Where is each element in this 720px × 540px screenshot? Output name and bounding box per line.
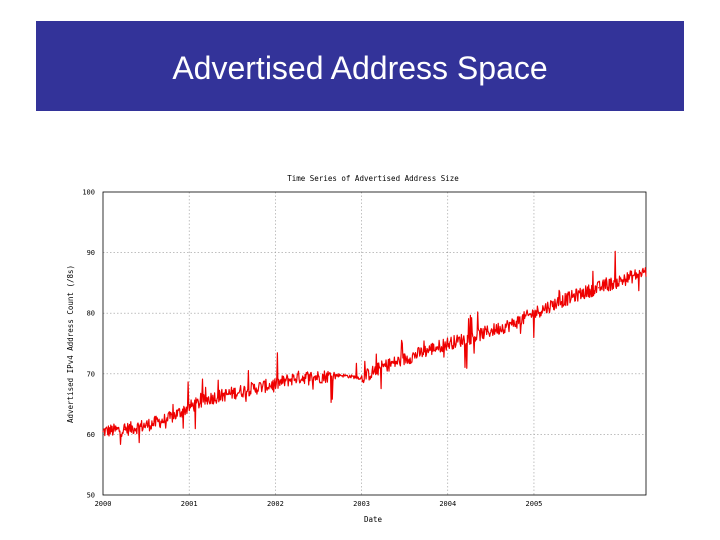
x-tick-label: 2004 bbox=[439, 500, 456, 508]
chart-grid bbox=[103, 192, 646, 495]
y-tick-label: 100 bbox=[82, 189, 95, 197]
series-group bbox=[102, 250, 647, 445]
x-tick-label: 2002 bbox=[267, 500, 284, 508]
y-tick-label: 80 bbox=[87, 310, 95, 318]
series-point bbox=[253, 387, 255, 389]
y-tick-label: 50 bbox=[87, 492, 95, 500]
series-point bbox=[511, 323, 514, 325]
series-point bbox=[619, 280, 621, 282]
y-tick-label: 70 bbox=[87, 370, 95, 378]
series-point bbox=[447, 342, 449, 345]
slide-title: Advertised Address Space bbox=[172, 50, 548, 86]
series-point bbox=[317, 376, 320, 378]
x-tick-label: 2003 bbox=[353, 500, 370, 508]
plot-frame bbox=[102, 191, 647, 496]
series-point bbox=[468, 337, 470, 339]
series-point bbox=[210, 397, 212, 399]
series-line bbox=[102, 250, 647, 445]
series-point bbox=[404, 358, 406, 360]
series-point bbox=[360, 377, 363, 379]
series-point bbox=[123, 428, 126, 431]
x-tick-label: 2005 bbox=[526, 500, 543, 508]
x-axis: 2000 2001 2002 2003 2004 2005 bbox=[95, 500, 543, 508]
series-point bbox=[274, 383, 276, 385]
series-point bbox=[645, 270, 647, 272]
series-point bbox=[425, 350, 427, 352]
series-point bbox=[597, 287, 600, 289]
series-point bbox=[145, 424, 147, 426]
series-point bbox=[382, 365, 384, 368]
series-point bbox=[188, 406, 190, 408]
y-axis: 100 90 80 70 60 50 bbox=[82, 189, 95, 500]
y-tick-label: 90 bbox=[87, 249, 95, 257]
chart-title: Time Series of Advertised Address Size bbox=[287, 174, 459, 183]
slide-title-banner: Advertised Address Space bbox=[36, 21, 684, 111]
series-point bbox=[167, 418, 169, 420]
series-point bbox=[102, 430, 104, 432]
series-point bbox=[533, 312, 535, 314]
series-point bbox=[339, 374, 341, 376]
series-point bbox=[231, 392, 233, 394]
series-point bbox=[554, 302, 557, 305]
series-point bbox=[576, 294, 578, 296]
y-tick-label: 60 bbox=[87, 431, 95, 439]
x-axis-label: Date bbox=[364, 515, 383, 524]
y-axis-label: Advertised IPv4 Address Count (/8s) bbox=[66, 265, 75, 423]
series-point bbox=[296, 376, 298, 379]
series-point bbox=[490, 330, 492, 332]
x-tick-label: 2001 bbox=[181, 500, 198, 508]
x-tick-label: 2000 bbox=[95, 500, 112, 508]
